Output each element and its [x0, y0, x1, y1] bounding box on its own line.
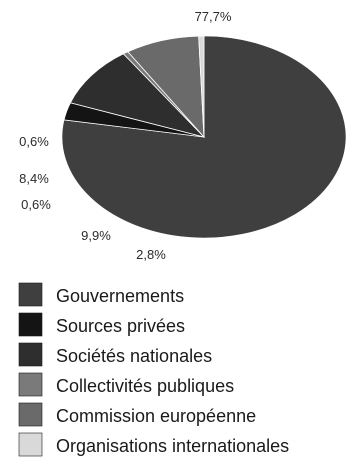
pie-slice-3: [69, 53, 206, 138]
legend-label-1: Gouvernements: [56, 286, 184, 306]
pie-labels: 77,7% 2,8% 9,9% 0,6% 8,4% 0,6%: [19, 9, 232, 262]
legend-swatch-4: [18, 372, 43, 397]
slice-label-5: 8,4%: [19, 171, 49, 186]
legend: Gouvernements Sources privées Sociétés nat…: [18, 282, 289, 457]
slice-label-6: 0,6%: [19, 134, 49, 149]
legend-label-4: Collectivités publiques: [56, 376, 234, 396]
slice-label-1: 77,7%: [195, 9, 232, 24]
legend-label-6: Organisations internationales: [56, 436, 289, 456]
legend-swatch-6: [18, 432, 43, 457]
slice-label-3: 9,9%: [81, 228, 111, 243]
pie-slice-6: [198, 35, 205, 138]
legend-swatch-1: [18, 282, 43, 307]
legend-label-5: Commission européenne: [56, 406, 256, 426]
slice-label-2: 2,8%: [136, 247, 166, 262]
legend-swatch-2: [18, 312, 43, 337]
legend-swatch-3: [18, 342, 43, 367]
slice-label-4: 0,6%: [21, 197, 51, 212]
legend-label-3: Sociétés nationales: [56, 346, 212, 366]
legend-label-2: Sources privées: [56, 316, 185, 336]
legend-swatch-5: [18, 402, 43, 427]
pie-slices: [61, 35, 347, 239]
